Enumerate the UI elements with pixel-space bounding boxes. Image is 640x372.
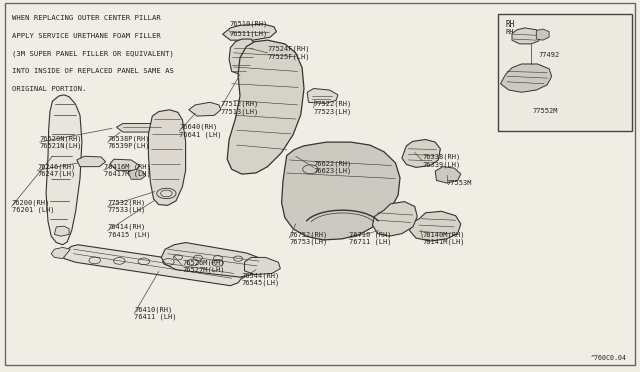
- Text: 76538P(RH): 76538P(RH): [108, 135, 150, 142]
- Text: 77512(RH): 77512(RH): [221, 101, 259, 108]
- Text: 77513(LH): 77513(LH): [221, 108, 259, 115]
- Polygon shape: [227, 40, 304, 174]
- Polygon shape: [307, 89, 338, 103]
- Polygon shape: [244, 257, 280, 275]
- Text: 76641 (LH): 76641 (LH): [179, 131, 221, 138]
- Text: 77492: 77492: [539, 52, 560, 58]
- Text: 76411 (LH): 76411 (LH): [134, 314, 177, 320]
- Text: 76417M (LH): 76417M (LH): [104, 171, 150, 177]
- Polygon shape: [110, 159, 140, 170]
- Text: (3M SUPER PANEL FILLER OR EQUIVALENT): (3M SUPER PANEL FILLER OR EQUIVALENT): [12, 51, 173, 57]
- Text: ^760C0.04: ^760C0.04: [591, 355, 627, 361]
- Text: 76510(RH): 76510(RH): [229, 21, 268, 28]
- Polygon shape: [128, 169, 146, 179]
- Polygon shape: [512, 28, 541, 44]
- Polygon shape: [148, 110, 186, 205]
- Text: 76545(LH): 76545(LH): [242, 279, 280, 286]
- Text: 76622(RH): 76622(RH): [314, 160, 352, 167]
- Bar: [498, 14, 632, 131]
- Polygon shape: [223, 24, 276, 40]
- Polygon shape: [189, 102, 221, 116]
- Text: 76520N(RH): 76520N(RH): [40, 135, 82, 142]
- Text: 76521N(LH): 76521N(LH): [40, 142, 82, 149]
- Polygon shape: [402, 140, 440, 167]
- Text: 78141M(LH): 78141M(LH): [422, 238, 465, 245]
- Text: 76544(RH): 76544(RH): [242, 272, 280, 279]
- Polygon shape: [116, 124, 165, 132]
- Text: 77524F(RH): 77524F(RH): [268, 45, 310, 52]
- Polygon shape: [161, 243, 266, 277]
- Text: 77533(LH): 77533(LH): [108, 207, 146, 214]
- Text: RH: RH: [506, 20, 515, 29]
- Polygon shape: [410, 211, 461, 241]
- Text: 76416M (RH): 76416M (RH): [104, 163, 150, 170]
- Text: 78140M(RH): 78140M(RH): [422, 231, 465, 238]
- Text: 76338(RH): 76338(RH): [422, 154, 461, 160]
- Polygon shape: [435, 167, 461, 183]
- Text: 76511(LH): 76511(LH): [229, 30, 268, 37]
- Polygon shape: [282, 142, 400, 240]
- Polygon shape: [229, 39, 256, 74]
- Text: ORIGINAL PORTION.: ORIGINAL PORTION.: [12, 86, 86, 92]
- Text: 76415 (LH): 76415 (LH): [108, 231, 150, 238]
- Polygon shape: [500, 64, 552, 92]
- Polygon shape: [77, 156, 106, 167]
- Text: 76247(LH): 76247(LH): [37, 171, 76, 177]
- Text: 77525F(LH): 77525F(LH): [268, 53, 310, 60]
- Text: WHEN REPLACING OUTER CENTER PILLAR: WHEN REPLACING OUTER CENTER PILLAR: [12, 15, 160, 21]
- Polygon shape: [536, 29, 549, 40]
- Text: 76640(RH): 76640(RH): [179, 124, 218, 131]
- Text: 76752(RH): 76752(RH): [289, 231, 328, 238]
- Text: 77522(RH): 77522(RH): [314, 101, 352, 108]
- Polygon shape: [63, 245, 243, 286]
- Text: 76710 (RH): 76710 (RH): [349, 231, 391, 238]
- Text: 76246(RH): 76246(RH): [37, 163, 76, 170]
- Text: 77552M: 77552M: [532, 108, 558, 114]
- Text: RH: RH: [506, 29, 514, 35]
- Text: INTO INSIDE OF REPLACED PANEL SAME AS: INTO INSIDE OF REPLACED PANEL SAME AS: [12, 68, 173, 74]
- Text: 77553M: 77553M: [447, 180, 472, 186]
- Text: 77532(RH): 77532(RH): [108, 199, 146, 206]
- Text: 76711 (LH): 76711 (LH): [349, 238, 391, 245]
- Text: 76339(LH): 76339(LH): [422, 161, 461, 168]
- Text: 76527M(LH): 76527M(LH): [182, 266, 225, 273]
- Text: 77523(LH): 77523(LH): [314, 108, 352, 115]
- Text: 76539P(LH): 76539P(LH): [108, 142, 150, 149]
- Text: 76200(RH): 76200(RH): [12, 199, 50, 206]
- Text: 76410(RH): 76410(RH): [134, 306, 173, 313]
- Text: 76623(LH): 76623(LH): [314, 168, 352, 174]
- Polygon shape: [46, 95, 82, 245]
- Polygon shape: [51, 247, 70, 259]
- Polygon shape: [54, 226, 69, 236]
- Text: APPLY SERVICE URETHANE FOAM FILLER: APPLY SERVICE URETHANE FOAM FILLER: [12, 33, 160, 39]
- Text: 76753(LH): 76753(LH): [289, 238, 328, 245]
- Text: 76526M(RH): 76526M(RH): [182, 259, 225, 266]
- Text: 76201 (LH): 76201 (LH): [12, 207, 54, 214]
- Polygon shape: [372, 202, 417, 236]
- Text: 76414(RH): 76414(RH): [108, 224, 146, 230]
